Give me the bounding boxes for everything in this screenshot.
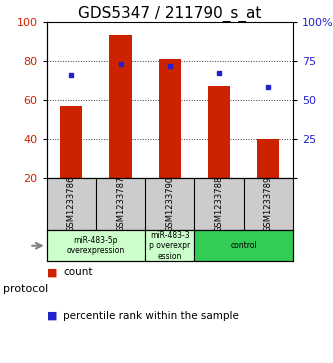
- Bar: [145, 230, 194, 261]
- Bar: [208, 86, 230, 178]
- Bar: [159, 59, 181, 178]
- Bar: [110, 36, 132, 178]
- Bar: [257, 139, 279, 178]
- Text: control: control: [230, 241, 257, 250]
- Text: GSM1233788: GSM1233788: [214, 176, 224, 232]
- Text: GSM1233787: GSM1233787: [116, 176, 125, 232]
- Title: GDS5347 / 211790_s_at: GDS5347 / 211790_s_at: [78, 5, 261, 22]
- Text: miR-483-3
p overexpr
ession: miR-483-3 p overexpr ession: [149, 231, 190, 261]
- Text: count: count: [63, 267, 93, 277]
- Bar: [47, 230, 145, 261]
- Text: GSM1233786: GSM1233786: [67, 176, 76, 232]
- Text: miR-483-5p
overexpression: miR-483-5p overexpression: [67, 236, 125, 256]
- Text: percentile rank within the sample: percentile rank within the sample: [63, 311, 239, 321]
- Text: GSM1233789: GSM1233789: [264, 176, 273, 232]
- Text: GSM1233790: GSM1233790: [165, 176, 174, 232]
- Text: ■: ■: [47, 311, 57, 321]
- Bar: [194, 230, 293, 261]
- Text: ■: ■: [47, 267, 57, 277]
- Text: protocol: protocol: [3, 284, 49, 294]
- Bar: [60, 106, 82, 178]
